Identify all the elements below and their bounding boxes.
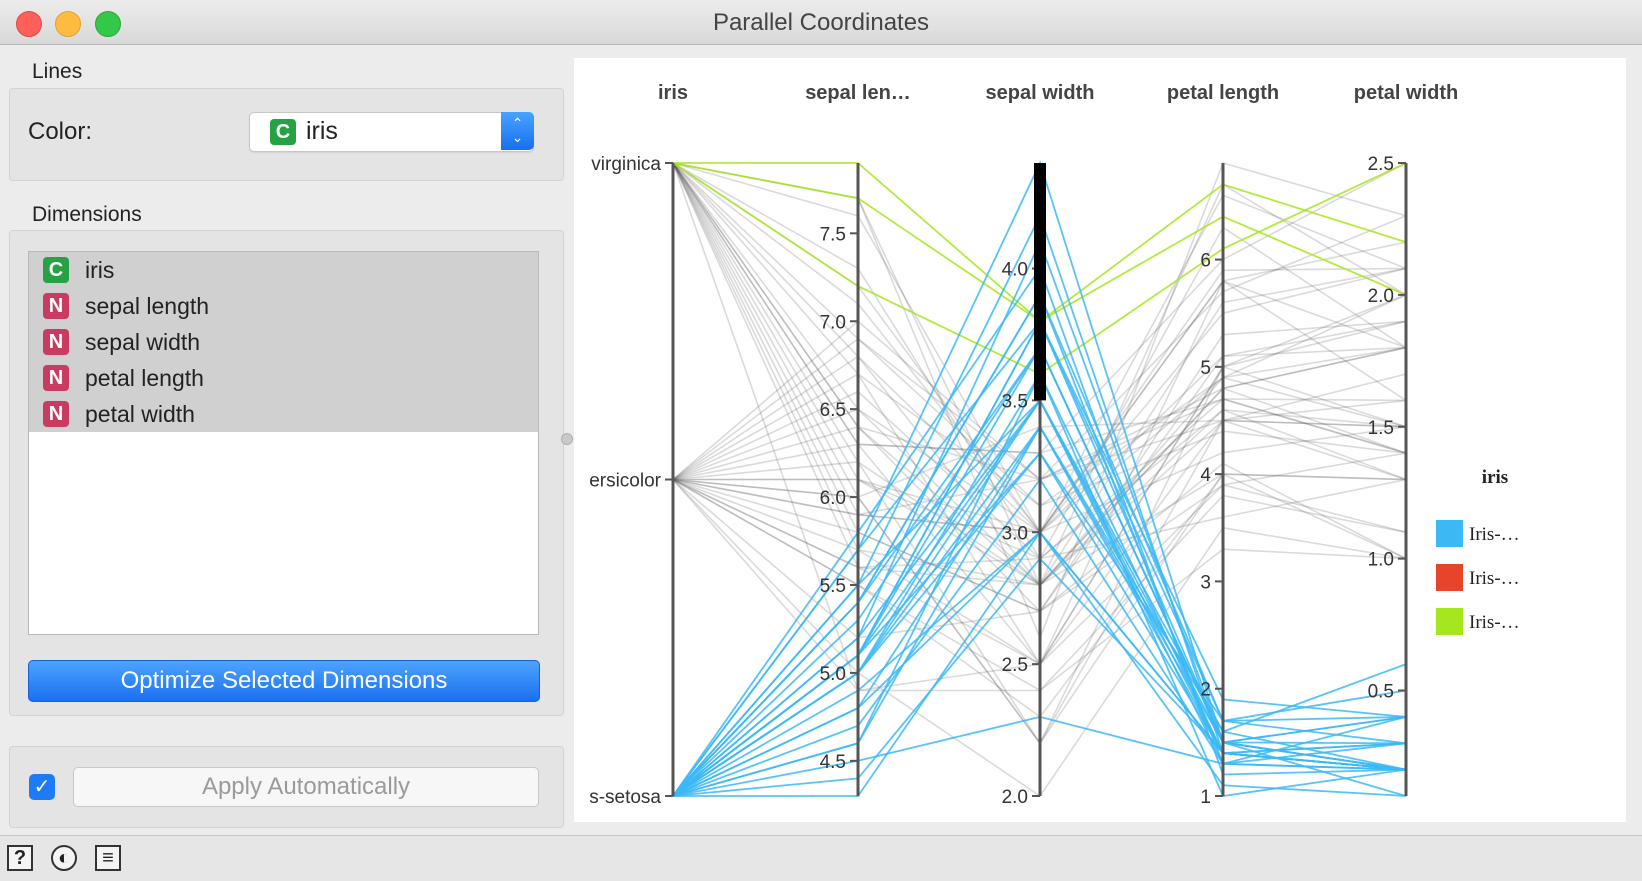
report-icon[interactable]: ◐ <box>51 845 77 871</box>
brush-selection <box>1034 163 1046 401</box>
dimension-label: petal width <box>85 401 195 427</box>
dimension-item-petal-length[interactable]: N petal length <box>29 360 538 396</box>
tick-label: 1.0 <box>1368 550 1394 571</box>
legend-label: Iris-… <box>1469 612 1520 633</box>
legend-swatch <box>1436 608 1463 635</box>
title-bar: Parallel Coordinates <box>0 0 1642 45</box>
dimension-label: sepal length <box>85 293 210 319</box>
dimension-item-sepal-length[interactable]: N sepal length <box>29 288 538 324</box>
axis-title: sepal len… <box>805 82 911 104</box>
legend-title: iris <box>1482 467 1508 488</box>
close-window-button[interactable] <box>16 11 42 37</box>
dimension-item-petal-width[interactable]: N petal width <box>29 396 538 432</box>
tick-label: 7.0 <box>820 312 846 333</box>
numeric-variable-icon: N <box>43 329 69 355</box>
numeric-variable-icon: N <box>43 401 69 427</box>
minimize-window-button[interactable] <box>55 11 81 37</box>
dimension-label: iris <box>85 257 115 283</box>
tick-label: 1 <box>1200 787 1211 808</box>
tick-label: 5 <box>1200 358 1211 379</box>
status-bar: ? ◐ ≡ <box>0 835 1642 881</box>
tick-label: 1.5 <box>1368 418 1394 439</box>
axis-title: iris <box>658 82 688 104</box>
dimension-item-sepal-width[interactable]: N sepal width <box>29 324 538 360</box>
tick-label: s-setosa <box>589 787 661 808</box>
categorical-variable-icon: C <box>43 257 69 283</box>
lines-section-label: Lines <box>32 60 83 83</box>
tick-label: 4.5 <box>820 752 846 773</box>
dimension-label: petal length <box>85 365 204 391</box>
dimension-label: sepal width <box>85 329 201 355</box>
color-select[interactable]: C iris ⌃ ⌄ <box>249 112 534 152</box>
numeric-variable-icon: N <box>43 293 69 319</box>
tick-label: 7.5 <box>820 224 846 245</box>
tick-label: 3 <box>1200 572 1211 593</box>
tick-label: 4.0 <box>1002 260 1028 281</box>
axis-title: petal width <box>1354 82 1458 104</box>
zoom-window-button[interactable] <box>95 11 121 37</box>
help-icon[interactable]: ? <box>7 845 33 871</box>
apply-automatically-checkbox[interactable]: ✓ <box>29 774 55 800</box>
tick-label: 6.0 <box>820 488 846 509</box>
parallel-coordinates-svg: iris virginica ersicolor s-setosa sepal len…… <box>589 82 1520 808</box>
tick-label: 2.5 <box>1368 154 1394 175</box>
tick-label: 5.0 <box>820 664 846 685</box>
legend-swatch <box>1436 564 1463 591</box>
axis-title: sepal width <box>986 82 1095 104</box>
tick-label: 6 <box>1200 251 1211 272</box>
axis-title: petal length <box>1167 82 1279 104</box>
tick-label: 2 <box>1200 680 1211 701</box>
tick-label: 2.0 <box>1368 286 1394 307</box>
tick-label: 2.5 <box>1002 655 1028 676</box>
optimize-dimensions-button[interactable]: Optimize Selected Dimensions <box>28 660 540 702</box>
dimension-item-iris[interactable]: C iris <box>29 252 538 288</box>
color-select-value: iris <box>306 117 338 145</box>
output-icon[interactable]: ≡ <box>95 845 121 871</box>
updown-chevron-icon: ⌃ ⌄ <box>501 112 534 150</box>
window-title: Parallel Coordinates <box>712 9 930 36</box>
tick-label: virginica <box>591 154 661 175</box>
legend-swatch <box>1436 520 1463 547</box>
tick-label: ersicolor <box>589 471 661 492</box>
tick-label: 3.0 <box>1002 523 1028 544</box>
dimensions-section-label: Dimensions <box>32 203 142 226</box>
tick-label: 0.5 <box>1368 682 1394 703</box>
tick-label: 4 <box>1200 465 1211 486</box>
legend-label: Iris-… <box>1469 568 1520 589</box>
color-label: Color: <box>28 118 93 145</box>
tick-label: 6.5 <box>820 400 846 421</box>
tick-label: 3.5 <box>1002 391 1028 412</box>
categorical-variable-icon: C <box>270 119 296 145</box>
splitter-handle[interactable] <box>561 433 573 445</box>
tick-label: 5.5 <box>820 576 846 597</box>
numeric-variable-icon: N <box>43 365 69 391</box>
apply-button[interactable]: Apply Automatically <box>73 767 539 807</box>
parallel-coordinates-plot[interactable]: iris virginica ersicolor s-setosa sepal len…… <box>574 58 1626 822</box>
legend-label: Iris-… <box>1469 524 1520 545</box>
dimensions-list[interactable]: C iris N sepal length N sepal width N pe… <box>28 251 539 635</box>
tick-label: 2.0 <box>1002 787 1028 808</box>
